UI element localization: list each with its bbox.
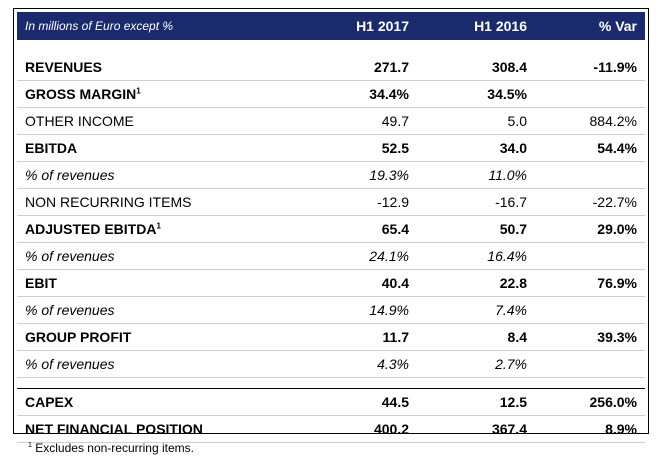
value-h1-2016: 8.4 <box>417 323 535 351</box>
value-h1-2016: 11.0% <box>417 161 535 189</box>
table-row: % of revenues 24.1% 16.4% <box>17 242 645 270</box>
value-h1-2017: 40.4 <box>270 269 417 297</box>
row-label: CAPEX <box>17 388 270 416</box>
table-row: OTHER INCOME 49.7 5.0 884.2% <box>17 107 645 135</box>
section-divider <box>17 377 645 389</box>
row-label: REVENUES <box>17 54 270 81</box>
value-h1-2016: -16.7 <box>417 188 535 216</box>
table-row: CAPEX 44.5 12.5 256.0% <box>17 388 645 416</box>
value-h1-2016: 367.4 <box>417 415 535 443</box>
value-h1-2016: 16.4% <box>417 242 535 270</box>
value-h1-2016: 34.5% <box>417 80 535 108</box>
value-var <box>535 296 645 324</box>
value-h1-2017: 271.7 <box>270 54 417 81</box>
header-h1-2016: H1 2016 <box>474 18 527 34</box>
row-label: % of revenues <box>17 242 270 270</box>
row-label: GROUP PROFIT <box>17 323 270 351</box>
row-label: % of revenues <box>17 350 270 378</box>
value-var: 884.2% <box>535 107 645 135</box>
table-body: REVENUES 271.7 308.4 -11.9% GROSS MARGIN1 34.… <box>17 40 645 443</box>
value-var: 256.0% <box>535 388 645 416</box>
row-label-text: GROSS MARGIN <box>25 86 137 102</box>
footnote-text: Excludes non-recurring items. <box>35 441 194 455</box>
table-row: ADJUSTED EBITDA1 65.4 50.7 29.0% <box>17 215 645 243</box>
value-h1-2017: 14.9% <box>270 296 417 324</box>
table-row: EBITDA 52.5 34.0 54.4% <box>17 134 645 162</box>
footnote: 1 Excludes non-recurring items. <box>28 441 194 455</box>
table-row: GROSS MARGIN1 34.4% 34.5% <box>17 80 645 108</box>
value-h1-2017: 49.7 <box>270 107 417 135</box>
header-caption: In millions of Euro except % <box>25 19 174 33</box>
value-h1-2016: 5.0 <box>417 107 535 135</box>
value-var <box>535 242 645 270</box>
value-var: 39.3% <box>535 323 645 351</box>
row-label-text: EBIT <box>25 275 57 291</box>
table-row: GROUP PROFIT 11.7 8.4 39.3% <box>17 323 645 351</box>
row-label-text: % of revenues <box>25 356 115 372</box>
footnote-mark: 1 <box>28 442 32 449</box>
row-label-text: GROUP PROFIT <box>25 329 132 345</box>
value-h1-2016: 22.8 <box>417 269 535 297</box>
value-var: 54.4% <box>535 134 645 162</box>
row-label-text: % of revenues <box>25 302 115 318</box>
row-label: NET FINANCIAL POSITION <box>17 415 270 443</box>
value-var <box>535 80 645 108</box>
row-label-text: NON RECURRING ITEMS <box>25 194 192 210</box>
footnote-ref: 1 <box>136 86 141 96</box>
value-h1-2017: 44.5 <box>270 388 417 416</box>
row-label: EBIT <box>17 269 270 297</box>
value-h1-2017: 52.5 <box>270 134 417 162</box>
row-label: ADJUSTED EBITDA1 <box>17 215 270 243</box>
value-var: 76.9% <box>535 269 645 297</box>
table-row: EBIT 40.4 22.8 76.9% <box>17 269 645 297</box>
value-h1-2016: 50.7 <box>417 215 535 243</box>
value-h1-2016: 2.7% <box>417 350 535 378</box>
row-label-text: % of revenues <box>25 167 115 183</box>
footnote-ref: 1 <box>156 221 161 231</box>
row-label-text: NET FINANCIAL POSITION <box>25 421 203 437</box>
value-h1-2017: 65.4 <box>270 215 417 243</box>
value-var: -11.9% <box>535 54 645 81</box>
financial-summary-table: In millions of Euro except % H1 2017 H1 … <box>17 12 645 443</box>
value-h1-2016: 7.4% <box>417 296 535 324</box>
value-h1-2017: 19.3% <box>270 161 417 189</box>
table-row: NET FINANCIAL POSITION 400.2 367.4 8.9% <box>17 415 645 443</box>
row-label: NON RECURRING ITEMS <box>17 188 270 216</box>
table-row: NON RECURRING ITEMS -12.9 -16.7 -22.7% <box>17 188 645 216</box>
value-var: 29.0% <box>535 215 645 243</box>
value-h1-2017: 34.4% <box>270 80 417 108</box>
row-label-text: CAPEX <box>25 394 74 410</box>
row-label: % of revenues <box>17 296 270 324</box>
value-var <box>535 161 645 189</box>
row-label-text: REVENUES <box>25 59 103 75</box>
value-var: 8.9% <box>535 415 645 443</box>
table-header-row: In millions of Euro except % H1 2017 H1 … <box>17 12 645 40</box>
row-label-text: EBITDA <box>25 140 78 156</box>
value-h1-2017: -12.9 <box>270 188 417 216</box>
table-row: % of revenues 4.3% 2.7% <box>17 350 645 378</box>
value-h1-2017: 24.1% <box>270 242 417 270</box>
header-h1-2017: H1 2017 <box>356 18 409 34</box>
table-row: REVENUES 271.7 308.4 -11.9% <box>17 54 645 81</box>
value-h1-2016: 308.4 <box>417 54 535 81</box>
table-row: % of revenues 19.3% 11.0% <box>17 161 645 189</box>
value-h1-2016: 34.0 <box>417 134 535 162</box>
row-label-text: ADJUSTED EBITDA <box>25 221 157 237</box>
value-var <box>535 350 645 378</box>
header-var: % Var <box>598 18 637 34</box>
value-h1-2016: 12.5 <box>417 388 535 416</box>
row-label-text: OTHER INCOME <box>25 113 134 129</box>
value-h1-2017: 11.7 <box>270 323 417 351</box>
value-var: -22.7% <box>535 188 645 216</box>
row-label: EBITDA <box>17 134 270 162</box>
table-row: % of revenues 14.9% 7.4% <box>17 296 645 324</box>
value-h1-2017: 4.3% <box>270 350 417 378</box>
value-h1-2017: 400.2 <box>270 415 417 443</box>
row-label: GROSS MARGIN1 <box>17 80 270 108</box>
row-label: OTHER INCOME <box>17 107 270 135</box>
row-label: % of revenues <box>17 161 270 189</box>
row-label-text: % of revenues <box>25 248 115 264</box>
